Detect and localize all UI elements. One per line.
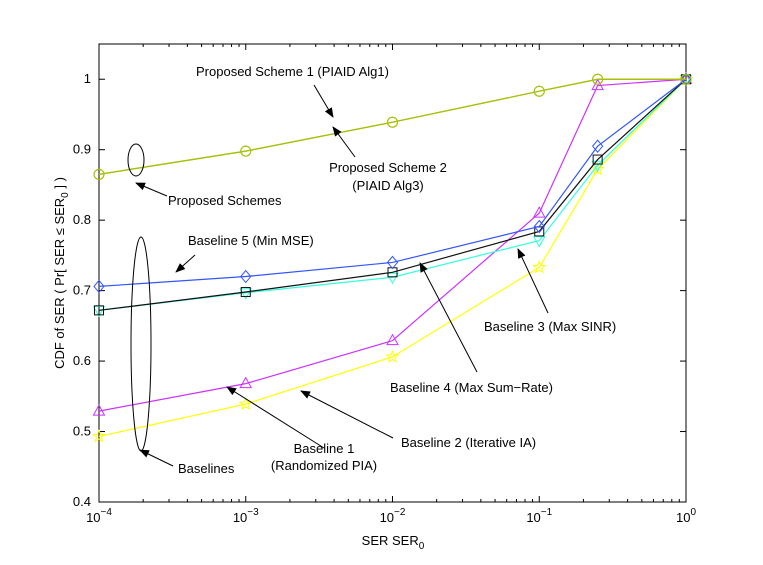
label-b1-line2: (Randomized PIA)	[271, 458, 377, 473]
series-7	[93, 73, 692, 180]
data-point	[533, 85, 545, 97]
series-4	[94, 74, 691, 316]
label-ps2-line1: Proposed Scheme 2	[329, 160, 447, 175]
y-tick-label: 0.6	[73, 353, 91, 368]
series-5	[93, 72, 692, 294]
data-point	[591, 160, 604, 173]
data-point	[680, 72, 692, 87]
series-1	[91, 71, 694, 443]
arrow-schemes	[135, 182, 168, 197]
x-tick-label: 10−4	[86, 507, 112, 525]
arrow-b1	[226, 386, 325, 449]
data-point	[591, 78, 604, 91]
axis-ticks: 10−4 10−3 10−2 10−1 100 0.4 0.5 0.6 0.7 0.8 0.9 1	[73, 44, 696, 525]
x-axis-label: SER SER0	[362, 533, 425, 552]
data-point	[238, 396, 253, 411]
y-tick-label: 0.8	[73, 212, 91, 227]
series-line	[98, 78, 687, 287]
label-b1-line1: Baseline 1	[294, 441, 355, 456]
y-tick-label: 0.7	[73, 283, 91, 298]
x-tick-label: 10−1	[526, 507, 552, 525]
data-point	[532, 259, 547, 274]
data-point	[532, 236, 546, 248]
data-point	[240, 269, 252, 284]
label-schemes: Proposed Schemes	[168, 193, 282, 208]
x-tick-label: 10−3	[233, 507, 259, 525]
x-tick-label: 10−2	[380, 507, 406, 525]
data-point	[240, 287, 251, 298]
y-tick-label: 1	[84, 71, 91, 86]
data-point	[93, 168, 105, 180]
series-line	[98, 78, 687, 311]
data-point	[591, 139, 604, 153]
data-point	[533, 219, 545, 234]
baselines-ellipse	[130, 236, 152, 452]
data-point	[386, 255, 399, 270]
data-point	[239, 376, 253, 389]
data-point	[386, 333, 399, 346]
data-point	[385, 349, 400, 363]
series-line	[98, 78, 687, 412]
arrow-b4	[419, 262, 478, 373]
annotation-labels: Proposed Scheme 1 (PIAID Alg1) Proposed …	[168, 64, 616, 476]
label-b2: Baseline 2 (Iterative IA)	[401, 435, 536, 450]
arrow-ps2	[332, 126, 356, 158]
series-2	[92, 72, 693, 416]
data-point	[387, 116, 398, 128]
data-point	[592, 73, 604, 85]
series-group	[91, 71, 694, 443]
series-line	[98, 78, 687, 438]
series-line	[98, 78, 686, 175]
arrow-b3	[517, 248, 549, 314]
label-b5: Baseline 5 (Min MSE)	[188, 233, 314, 248]
data-point	[532, 206, 546, 218]
arrow-b5	[175, 254, 196, 273]
label-ps2-line2: (PIAID Alg3)	[352, 178, 424, 193]
x-tick-label: 100	[676, 507, 696, 525]
y-axis-label: CDF of SER ( Pr[ SER ≤ SER0 ] )	[52, 177, 71, 369]
arrow-ps1	[313, 84, 334, 118]
y-tick-label: 0.5	[73, 424, 91, 439]
label-ps1: Proposed Scheme 1 (PIAID Alg1)	[196, 64, 389, 79]
data-point	[592, 154, 603, 165]
y-tick-label: 0.9	[73, 142, 91, 157]
data-point	[680, 73, 692, 85]
data-point	[240, 145, 252, 157]
label-baselines: Baselines	[178, 461, 235, 476]
annotations	[127, 84, 549, 467]
data-point	[94, 305, 104, 316]
schemes-ellipse	[127, 143, 145, 177]
label-b4: Baseline 4 (Max Sum−Rate)	[390, 380, 553, 395]
data-point	[93, 279, 105, 294]
arrow-baselines	[139, 449, 174, 467]
arrow-b2	[300, 390, 394, 439]
y-tick-label: 0.4	[73, 494, 91, 509]
data-point	[91, 429, 107, 443]
data-point	[92, 404, 106, 416]
label-b3: Baseline 3 (Max SINR)	[484, 319, 616, 334]
data-point	[239, 288, 253, 300]
data-point	[386, 272, 399, 285]
